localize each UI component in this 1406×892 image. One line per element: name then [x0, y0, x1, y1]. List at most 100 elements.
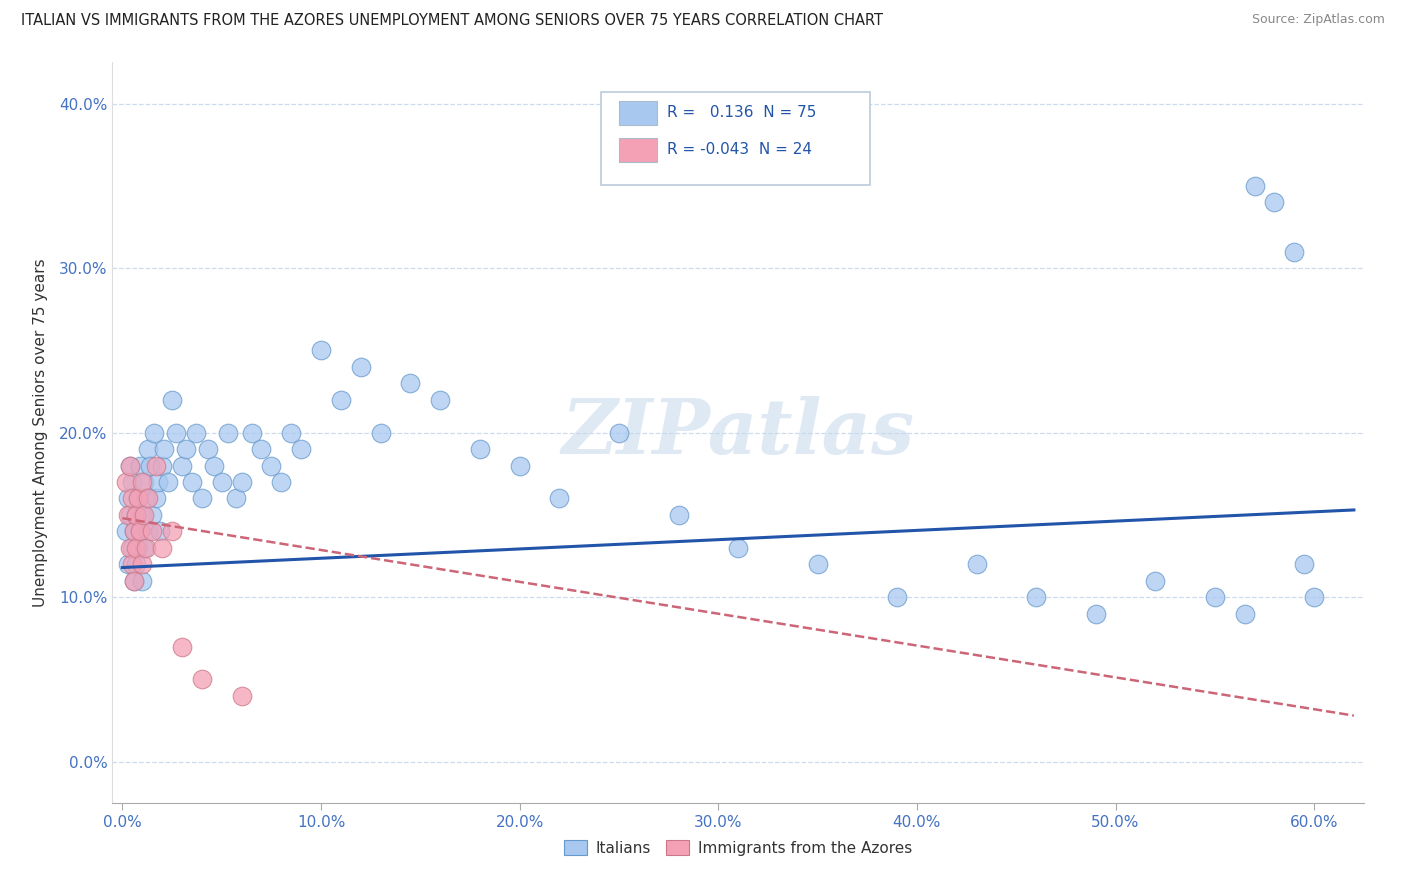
- Point: [134, 541, 156, 555]
- Point: [231, 689, 253, 703]
- Point: [370, 425, 392, 440]
- Point: [1294, 558, 1316, 572]
- Point: [1263, 195, 1285, 210]
- Point: [607, 425, 630, 440]
- Point: [727, 541, 749, 555]
- Point: [280, 425, 302, 440]
- Point: [250, 442, 273, 456]
- Point: [127, 541, 149, 555]
- Point: [191, 673, 214, 687]
- Point: [127, 491, 149, 506]
- Point: [129, 524, 152, 539]
- Point: [120, 508, 142, 522]
- Point: [153, 442, 176, 456]
- Point: [1204, 590, 1226, 604]
- Point: [125, 541, 148, 555]
- Point: [131, 508, 153, 522]
- Point: [165, 425, 187, 440]
- Y-axis label: Unemployment Among Seniors over 75 years: Unemployment Among Seniors over 75 years: [32, 259, 48, 607]
- Point: [1233, 607, 1256, 621]
- FancyBboxPatch shape: [619, 138, 657, 162]
- Point: [170, 640, 193, 654]
- Point: [1303, 590, 1326, 604]
- Point: [135, 491, 157, 506]
- Text: Source: ZipAtlas.com: Source: ZipAtlas.com: [1251, 13, 1385, 27]
- Point: [134, 475, 156, 489]
- Point: [141, 508, 163, 522]
- Point: [429, 392, 451, 407]
- Point: [141, 524, 163, 539]
- Point: [509, 458, 531, 473]
- Point: [145, 458, 167, 473]
- Point: [160, 392, 183, 407]
- Point: [115, 524, 138, 539]
- Point: [120, 458, 142, 473]
- Point: [115, 475, 138, 489]
- Point: [125, 508, 148, 522]
- Point: [145, 491, 167, 506]
- Point: [125, 558, 148, 572]
- Point: [121, 541, 143, 555]
- Legend: Italians, Immigrants from the Azores: Italians, Immigrants from the Azores: [558, 834, 918, 862]
- Point: [468, 442, 491, 456]
- FancyBboxPatch shape: [619, 101, 657, 126]
- Point: [124, 524, 146, 539]
- Point: [127, 491, 149, 506]
- Point: [129, 524, 152, 539]
- Point: [329, 392, 352, 407]
- Point: [202, 458, 225, 473]
- Point: [886, 590, 908, 604]
- Point: [121, 558, 143, 572]
- Point: [184, 425, 207, 440]
- Point: [1284, 244, 1306, 259]
- Point: [170, 458, 193, 473]
- Point: [121, 491, 143, 506]
- Point: [124, 524, 146, 539]
- Point: [120, 541, 142, 555]
- Point: [181, 475, 204, 489]
- Point: [260, 458, 283, 473]
- Point: [157, 475, 180, 489]
- Point: [150, 541, 173, 555]
- Point: [131, 558, 153, 572]
- Point: [136, 524, 159, 539]
- Point: [117, 558, 139, 572]
- Text: ZIPatlas: ZIPatlas: [561, 396, 915, 469]
- Point: [139, 458, 162, 473]
- Point: [131, 475, 153, 489]
- Point: [134, 508, 156, 522]
- Point: [160, 524, 183, 539]
- Point: [217, 425, 239, 440]
- Point: [129, 458, 152, 473]
- Point: [1243, 178, 1265, 193]
- Point: [309, 343, 332, 358]
- Point: [1084, 607, 1107, 621]
- Point: [174, 442, 197, 456]
- Point: [225, 491, 247, 506]
- Point: [399, 376, 422, 391]
- Point: [191, 491, 214, 506]
- Point: [1144, 574, 1167, 588]
- Point: [136, 491, 159, 506]
- Point: [136, 442, 159, 456]
- Point: [125, 508, 148, 522]
- Point: [149, 524, 172, 539]
- Point: [117, 508, 139, 522]
- Point: [807, 558, 830, 572]
- Point: [117, 491, 139, 506]
- Point: [270, 475, 292, 489]
- Point: [143, 425, 166, 440]
- Point: [350, 359, 373, 374]
- Point: [1025, 590, 1047, 604]
- Text: ITALIAN VS IMMIGRANTS FROM THE AZORES UNEMPLOYMENT AMONG SENIORS OVER 75 YEARS C: ITALIAN VS IMMIGRANTS FROM THE AZORES UN…: [21, 13, 883, 29]
- Point: [240, 425, 263, 440]
- Point: [197, 442, 219, 456]
- Point: [124, 574, 146, 588]
- Point: [211, 475, 233, 489]
- Text: R =   0.136  N = 75: R = 0.136 N = 75: [666, 105, 817, 120]
- Point: [290, 442, 312, 456]
- Point: [131, 574, 153, 588]
- Point: [231, 475, 253, 489]
- Point: [135, 541, 157, 555]
- Point: [121, 475, 143, 489]
